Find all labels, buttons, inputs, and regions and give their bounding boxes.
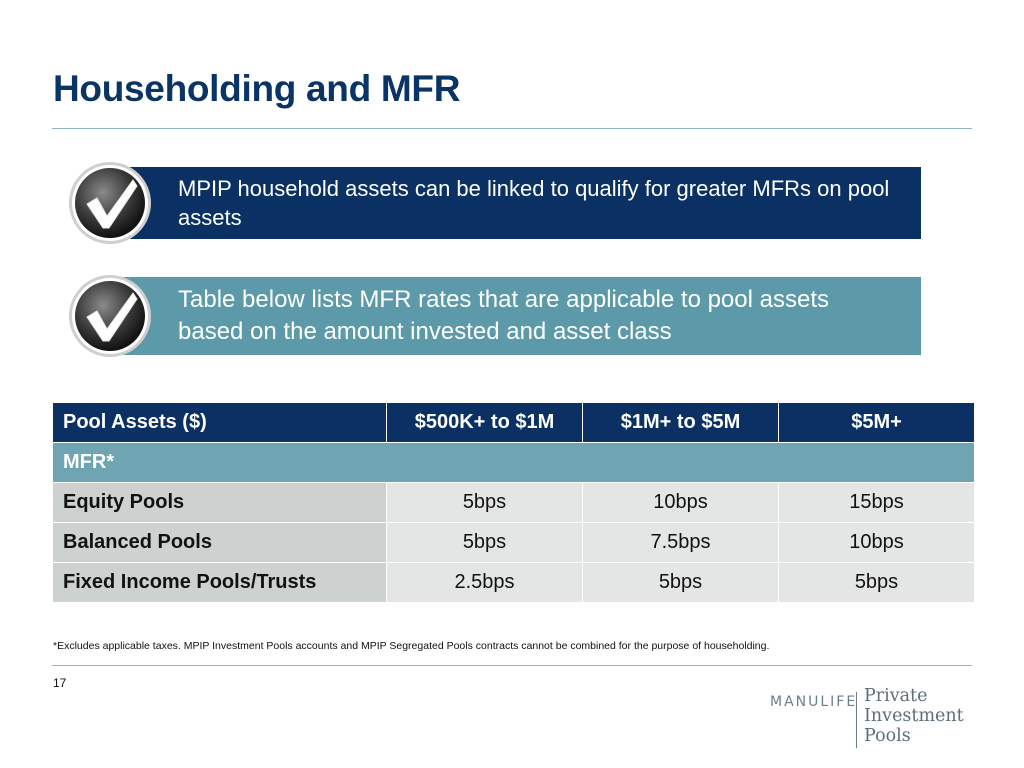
logo-line: Private <box>864 686 928 706</box>
callout-text: Table below lists MFR rates that are app… <box>178 286 829 345</box>
mfr-rate-table: Pool Assets ($) $500K+ to $1M $1M+ to $5… <box>52 402 975 603</box>
table-cell: 7.5bps <box>582 522 779 563</box>
manulife-logo: MANULIFE Private Investment Pools <box>770 686 980 752</box>
callout-household-link: MPIP household assets can be linked to q… <box>118 167 921 239</box>
table-row: Fixed Income Pools/Trusts 2.5bps 5bps 5b… <box>52 562 975 603</box>
header-tier-2: $1M+ to $5M <box>582 402 779 443</box>
table-cell: 5bps <box>778 562 975 603</box>
header-tier-3: $5M+ <box>778 402 975 443</box>
table-cell: 15bps <box>778 482 975 523</box>
section-label-mfr: MFR* <box>52 442 975 483</box>
logo-line: Investment <box>864 706 964 726</box>
table-cell: 10bps <box>582 482 779 523</box>
logo-product-name: Private Investment Pools <box>864 686 964 746</box>
table-header-row: Pool Assets ($) $500K+ to $1M $1M+ to $5… <box>52 402 975 443</box>
callout-text: MPIP household assets can be linked to q… <box>178 175 890 230</box>
logo-divider <box>856 692 857 748</box>
title-divider <box>52 128 972 129</box>
row-label: Balanced Pools <box>52 522 387 563</box>
table-cell: 10bps <box>778 522 975 563</box>
logo-brand-text: MANULIFE <box>770 694 858 710</box>
table-cell: 5bps <box>386 482 583 523</box>
row-label: Equity Pools <box>52 482 387 523</box>
callout-table-description: Table below lists MFR rates that are app… <box>118 277 921 355</box>
slide-title: Householding and MFR <box>53 68 461 109</box>
page-number: 17 <box>53 676 67 690</box>
row-label: Fixed Income Pools/Trusts <box>52 562 387 603</box>
table-cell: 2.5bps <box>386 562 583 603</box>
checkmark-icon <box>69 275 151 357</box>
table-cell: 5bps <box>386 522 583 563</box>
header-tier-1: $500K+ to $1M <box>386 402 583 443</box>
footnote: *Excludes applicable taxes. MPIP Investm… <box>53 640 770 652</box>
footer-divider <box>52 665 972 666</box>
checkmark-icon <box>69 162 151 244</box>
table-section-row: MFR* <box>52 442 975 483</box>
table-row: Balanced Pools 5bps 7.5bps 10bps <box>52 522 975 563</box>
logo-line: Pools <box>864 726 911 746</box>
table-row: Equity Pools 5bps 10bps 15bps <box>52 482 975 523</box>
header-pool-assets: Pool Assets ($) <box>52 402 387 443</box>
table-cell: 5bps <box>582 562 779 603</box>
